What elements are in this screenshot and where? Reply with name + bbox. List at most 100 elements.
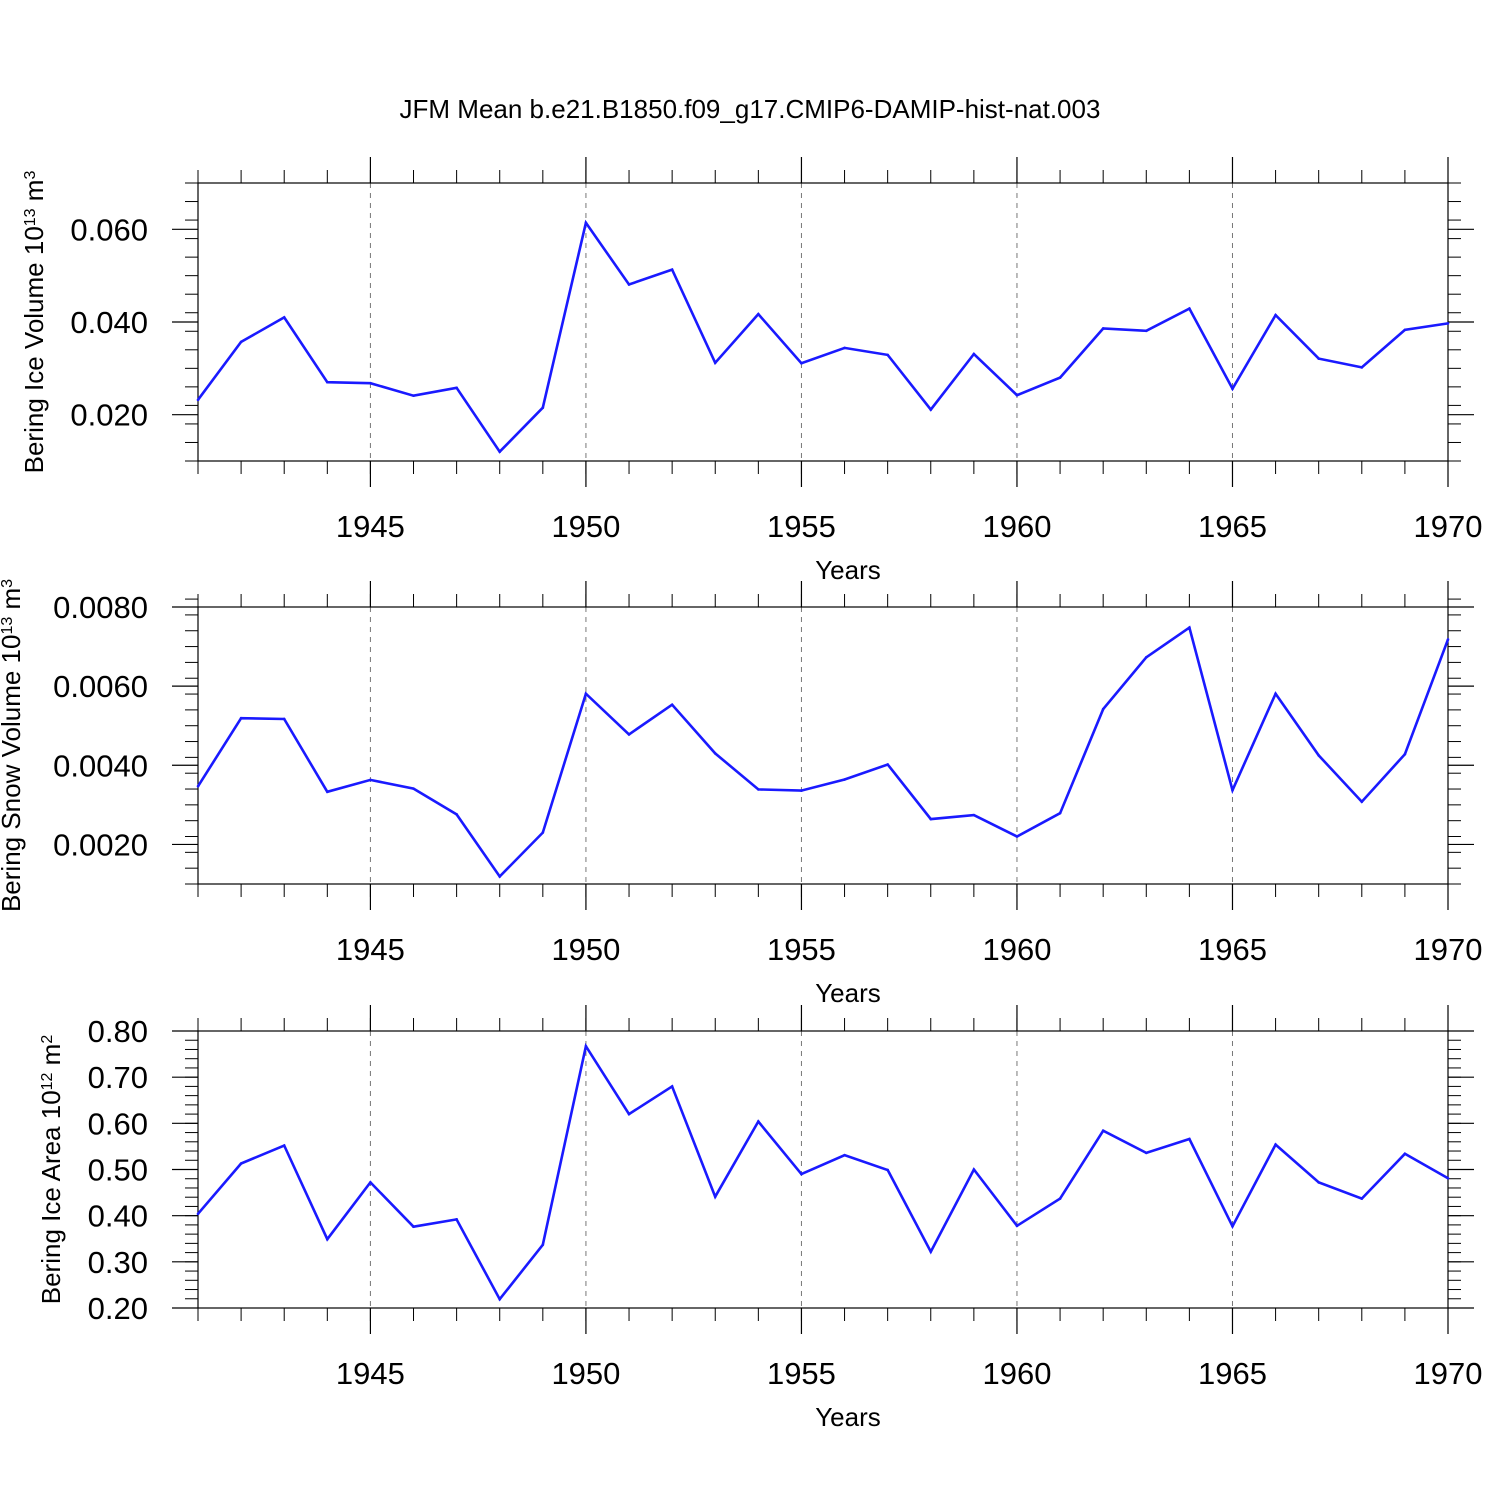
data-point	[1446, 322, 1450, 325]
data-point	[886, 353, 889, 357]
data-point	[713, 361, 717, 365]
y-axis-title-unit: m	[0, 588, 26, 617]
y-tick-label: 0.30	[88, 1245, 148, 1280]
data-point	[713, 1195, 717, 1199]
data-point	[627, 733, 631, 736]
x-tick-label: 1960	[982, 509, 1051, 544]
data-point	[541, 1243, 545, 1247]
y-tick-label: 0.50	[88, 1153, 148, 1188]
data-point	[929, 817, 933, 821]
data-point	[1144, 1151, 1148, 1155]
y-tick-label: 0.020	[70, 398, 148, 433]
y-axis-title-exponent: 13	[22, 208, 39, 226]
data-point	[239, 340, 243, 344]
y-axis-title-text: Bering Ice Volume 10	[19, 226, 49, 473]
data-point	[843, 778, 846, 781]
y-tick-label: 0.0040	[53, 748, 148, 783]
data-point	[757, 1120, 760, 1123]
chart-panels: 1945 1950 1955 1960 1965 1970 0.020 0.040 0.060 Y…	[0, 157, 1482, 1432]
data-point	[369, 381, 372, 385]
chart-title: JFM Mean b.e21.B1850.f09_g17.CMIP6-DAMIP…	[400, 94, 1101, 124]
data-point	[369, 1181, 372, 1184]
y-axis-title: Bering Ice Area 1012 m2	[36, 1035, 66, 1305]
data-point	[1231, 1224, 1234, 1228]
data-point	[498, 1297, 502, 1301]
data-point	[1403, 752, 1407, 756]
x-tick-label: 1945	[336, 932, 405, 967]
data-point	[412, 1225, 415, 1229]
data-point	[239, 716, 243, 720]
x-tick-label: 1955	[767, 509, 836, 544]
x-tick-label: 1965	[1198, 932, 1267, 967]
data-point	[455, 813, 458, 816]
y-tick-label: 0.70	[88, 1060, 148, 1095]
x-tick-label: 1960	[982, 1356, 1051, 1391]
data-point	[584, 221, 588, 225]
x-tick-label: 1950	[551, 932, 620, 967]
data-point	[757, 312, 760, 316]
data-point	[886, 1168, 889, 1172]
data-point	[541, 831, 545, 834]
data-point	[412, 787, 415, 790]
data-point	[584, 692, 588, 695]
data-point	[972, 352, 976, 356]
x-tick-label: 1970	[1414, 1356, 1483, 1391]
data-point	[239, 1162, 243, 1165]
data-point	[196, 1212, 200, 1216]
data-point	[1317, 357, 1320, 360]
data-point	[455, 386, 458, 390]
y-axis-title-unit: m	[36, 1044, 66, 1073]
series-line	[196, 219, 1449, 454]
y-tick-label: 0.20	[88, 1291, 148, 1326]
x-axis-title: Years	[815, 555, 881, 585]
data-point	[800, 789, 803, 792]
x-tick-label: 1965	[1198, 509, 1267, 544]
x-axis-title: Years	[815, 978, 881, 1008]
data-point	[1403, 328, 1407, 332]
x-tick-label: 1965	[1198, 1356, 1267, 1391]
series-line	[197, 1042, 1449, 1302]
data-point	[196, 784, 200, 788]
data-point	[455, 1218, 458, 1221]
data-point	[1274, 692, 1277, 695]
data-point	[1058, 811, 1062, 815]
x-tick-label: 1945	[336, 1356, 405, 1391]
data-point	[929, 408, 933, 411]
x-tick-label: 1950	[551, 1356, 620, 1391]
y-tick-label: 0.60	[88, 1106, 148, 1141]
data-point	[713, 752, 717, 755]
data-point	[800, 1172, 803, 1176]
plot-frame	[197, 182, 1449, 462]
data-point	[1188, 626, 1191, 629]
data-point	[843, 346, 846, 350]
x-tick-label: 1970	[1414, 932, 1483, 967]
data-point	[541, 406, 545, 410]
data-point	[1274, 313, 1277, 317]
plot-frame	[197, 1030, 1449, 1309]
y-axis-title: Bering Ice Volume 1013 m3	[19, 171, 49, 474]
x-axis-title: Years	[815, 1402, 881, 1432]
data-point	[886, 763, 889, 766]
y-axis-title: Bering Snow Volume 1013 m3	[0, 579, 26, 912]
data-point	[670, 1085, 674, 1088]
panel-3: 1945 1950 1955 1960 1965 1970 0.20 0.30 0.40 0.50…	[36, 1005, 1482, 1432]
y-axis-title-exponent: 12	[39, 1072, 56, 1090]
data-point	[1360, 1197, 1364, 1200]
data-point	[1188, 1137, 1191, 1141]
data-point	[757, 788, 760, 791]
data-point	[670, 268, 674, 271]
y-axis-title-text: Bering Ice Area 10	[36, 1090, 66, 1304]
x-tick-label: 1960	[982, 932, 1051, 967]
y-tick-label: 0.0020	[53, 827, 148, 862]
data-point	[1144, 329, 1148, 333]
data-point	[1403, 1152, 1407, 1156]
data-point	[1058, 376, 1062, 379]
data-point	[1015, 393, 1019, 397]
data-point	[196, 398, 200, 402]
data-point	[627, 1112, 631, 1116]
y-axis-title-unit-exponent: 3	[0, 579, 16, 588]
y-tick-label: 0.040	[70, 305, 148, 340]
y-axis-title-unit-exponent: 2	[39, 1035, 56, 1044]
data-point	[1231, 387, 1234, 391]
